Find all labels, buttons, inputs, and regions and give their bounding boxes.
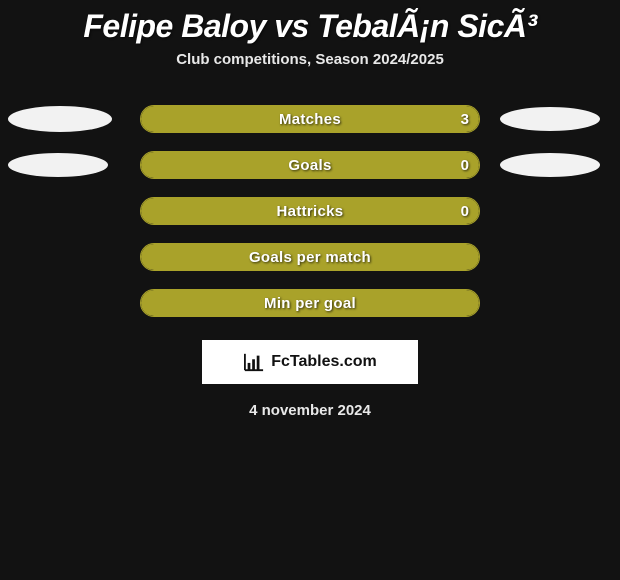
right-ellipse-icon	[500, 107, 600, 131]
stat-bar-value: 0	[461, 198, 469, 224]
stat-bar: Goals per match	[140, 243, 480, 271]
stat-row: Goals0	[0, 142, 620, 188]
stat-bar: Hattricks0	[140, 197, 480, 225]
brand-text: FcTables.com	[271, 353, 377, 371]
stat-bar-label: Goals per match	[141, 244, 479, 270]
stat-row: Min per goal	[0, 280, 620, 326]
stat-bar-value: 3	[461, 106, 469, 132]
date-line: 4 november 2024	[0, 384, 620, 419]
stat-bar-label: Goals	[141, 152, 479, 178]
stat-bar-label: Hattricks	[141, 198, 479, 224]
stat-bar-label: Matches	[141, 106, 479, 132]
barchart-icon	[243, 352, 265, 372]
stat-bar-value: 0	[461, 152, 469, 178]
right-ellipse-icon	[500, 153, 600, 177]
brand-box[interactable]: FcTables.com	[202, 340, 418, 384]
stat-bar: Matches3	[140, 105, 480, 133]
stat-row: Matches3	[0, 96, 620, 142]
left-ellipse-icon	[8, 106, 112, 132]
stat-row: Hattricks0	[0, 188, 620, 234]
stat-bar: Min per goal	[140, 289, 480, 317]
stats-chart: Matches3Goals0Hattricks0Goals per matchM…	[0, 96, 620, 326]
page-subtitle: Club competitions, Season 2024/2025	[0, 51, 620, 96]
stat-bar-label: Min per goal	[141, 290, 479, 316]
stat-bar: Goals0	[140, 151, 480, 179]
left-ellipse-icon	[8, 153, 108, 177]
page-title: Felipe Baloy vs TebalÃ¡n SicÃ³	[0, 0, 620, 51]
stat-row: Goals per match	[0, 234, 620, 280]
